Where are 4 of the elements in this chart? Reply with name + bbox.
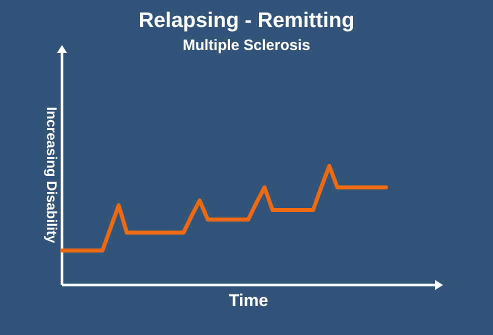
chart-title: Relapsing - Remitting — [138, 9, 354, 32]
x-axis-title: Time — [228, 291, 268, 310]
y-axis-title: Increasing Disability — [44, 106, 60, 244]
chart-subtitle: Multiple Sclerosis — [182, 37, 310, 54]
